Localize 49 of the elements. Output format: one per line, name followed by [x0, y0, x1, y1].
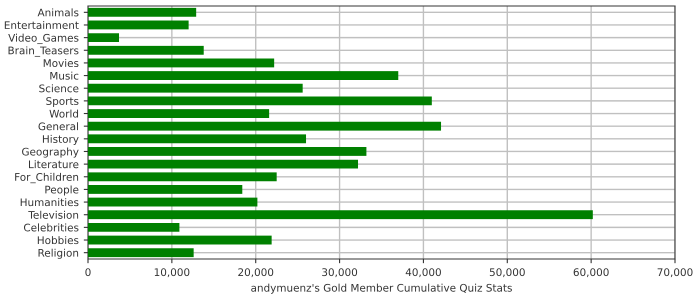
bar	[88, 71, 398, 80]
y-tick-label: Music	[50, 72, 78, 80]
bar	[88, 58, 274, 68]
y-tick-label: Geography	[22, 148, 79, 158]
bar	[88, 160, 358, 169]
bar	[88, 46, 204, 55]
x-tick-label: 0	[85, 268, 91, 276]
bar	[88, 147, 366, 156]
y-tick-label: Brain_Teasers	[8, 46, 78, 57]
x-tick-label: 50,000	[490, 268, 525, 278]
bar	[88, 248, 194, 258]
x-tick-label: 10,000	[154, 268, 190, 278]
y-tick-label: Celebrities	[24, 223, 78, 232]
bar	[88, 172, 277, 182]
x-tick-label: 40,000	[406, 268, 441, 278]
bar	[88, 210, 593, 220]
x-tick-label: 20,000	[238, 268, 274, 278]
x-tick-label: 70,000	[658, 268, 693, 278]
y-tick-label: World	[49, 110, 78, 118]
x-tick-label: 60,000	[574, 268, 609, 278]
y-tick-label: Movies	[44, 58, 78, 68]
y-tick-label: General	[38, 122, 78, 130]
y-tick-label: Sports	[46, 97, 78, 107]
bar	[88, 109, 270, 118]
x-axis-title: andymuenz's Gold Member Cumulative Quiz Stats	[251, 284, 512, 294]
y-tick-label: Entertainment	[4, 21, 79, 30]
bar	[88, 96, 432, 106]
bar	[88, 198, 258, 207]
bar	[88, 84, 303, 93]
bar	[88, 222, 180, 232]
y-tick-label: Hobbies	[38, 236, 78, 244]
y-tick-label: History	[42, 134, 79, 145]
bar	[88, 122, 442, 131]
y-tick-label: Humanities	[20, 198, 78, 206]
bar	[88, 236, 272, 244]
y-tick-label: Video_Games	[8, 34, 78, 44]
y-tick-label: For_Children	[15, 172, 78, 184]
bar	[88, 8, 196, 17]
bar	[88, 185, 242, 194]
bar	[88, 20, 189, 30]
x-tick-label: 30,000	[322, 268, 358, 278]
y-tick-label: Science	[39, 84, 78, 92]
y-tick-label: People	[45, 185, 78, 196]
bar	[88, 33, 120, 42]
y-tick-label: Literature	[28, 160, 78, 168]
bar	[88, 134, 306, 144]
y-tick-label: Television	[28, 210, 78, 219]
y-tick-label: Religion	[38, 248, 78, 259]
y-tick-label: Animals	[38, 8, 78, 16]
